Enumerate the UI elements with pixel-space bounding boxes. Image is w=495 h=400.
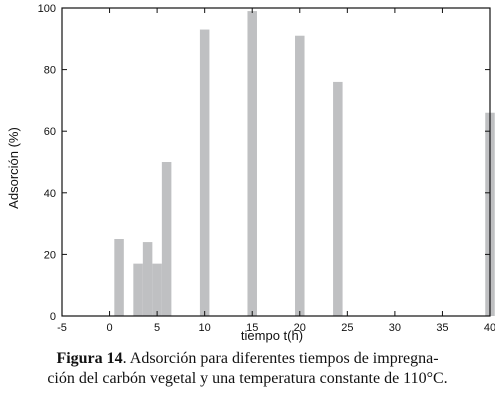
bar-5	[152, 263, 162, 316]
caption-line-2: ción del carbón vegetal y una temperatur…	[47, 370, 448, 387]
x-tick-label: -5	[57, 322, 67, 334]
y-tick-label: 60	[44, 126, 56, 138]
axes-group	[61, 7, 491, 317]
x-tick-label: 5	[154, 322, 160, 334]
x-tick-label: 20	[294, 322, 306, 334]
x-tick-label: 0	[106, 322, 112, 334]
x-tick-label: 15	[246, 322, 258, 334]
bars-group	[114, 11, 495, 317]
bar-3	[133, 263, 143, 316]
bar-4	[142, 242, 153, 316]
bar-24	[333, 81, 343, 316]
bar-6	[161, 162, 172, 316]
y-axis-label: Adsorción (%)	[6, 127, 21, 209]
x-tick-label: 35	[436, 322, 448, 334]
caption-text-1: . Adsorción para diferentes tiempos de i…	[122, 350, 439, 367]
y-tick-label: 0	[50, 311, 56, 323]
figure-caption: Figura 14. Adsorción para diferentes tie…	[0, 349, 495, 389]
y-tick-label: 100	[38, 3, 56, 15]
x-tick-label: 30	[389, 322, 401, 334]
caption-line-1: Figura 14. Adsorción para diferentes tie…	[0, 349, 495, 369]
bar-1	[114, 239, 124, 316]
bar-10	[199, 29, 210, 317]
y-tick-label: 40	[44, 188, 56, 200]
x-tick-label: 25	[341, 322, 353, 334]
x-tick-label: 10	[199, 322, 211, 334]
x-axis-label: tiempo t(h)	[241, 328, 303, 343]
y-tick-label: 80	[44, 65, 56, 77]
plot-frame	[61, 7, 491, 317]
caption-label: Figura 14	[56, 350, 123, 367]
x-tick-label: 40	[484, 322, 495, 334]
bar-20	[295, 35, 305, 316]
y-tick-label: 20	[44, 249, 56, 261]
bar-15	[247, 11, 257, 317]
